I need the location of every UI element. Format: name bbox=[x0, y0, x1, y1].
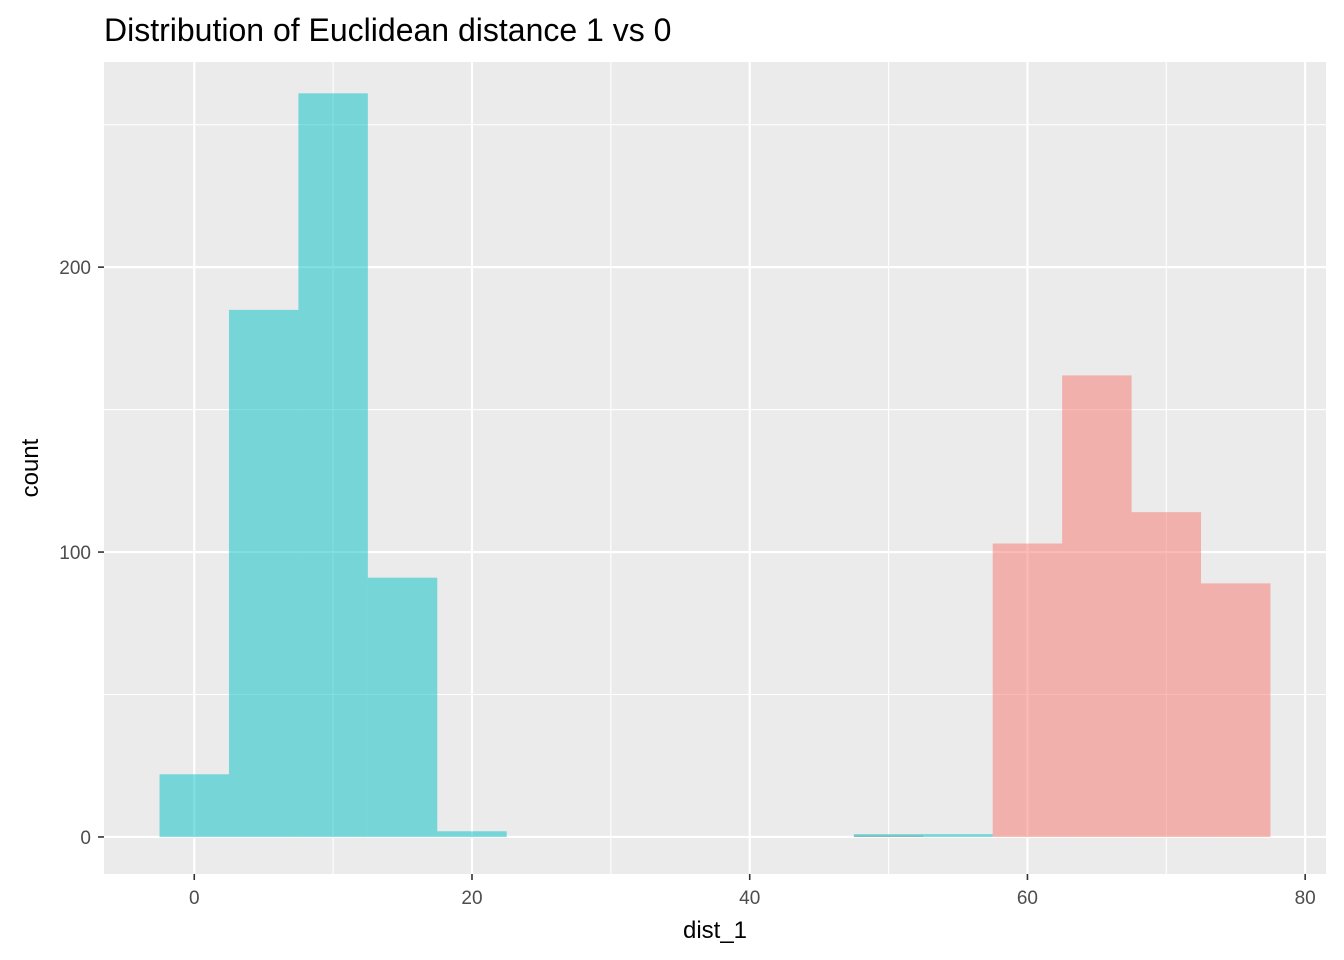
histogram-bar bbox=[1131, 512, 1202, 837]
bars-layer bbox=[159, 93, 1271, 837]
histogram-bar bbox=[367, 577, 438, 837]
axis-ticks bbox=[98, 266, 1306, 880]
histogram-bar bbox=[437, 831, 507, 837]
axis-tick-labels: 0 20 40 60 80 0 100 200 bbox=[59, 258, 1315, 909]
histogram-bar bbox=[298, 93, 368, 837]
y-tick-label: 200 bbox=[59, 258, 91, 279]
histogram-bar bbox=[853, 834, 924, 837]
histogram-bar bbox=[159, 774, 229, 837]
y-tick-label: 0 bbox=[80, 828, 91, 849]
x-tick-label: 60 bbox=[1017, 888, 1038, 909]
x-tick-label: 80 bbox=[1295, 888, 1316, 909]
y-tick-label: 100 bbox=[59, 543, 91, 564]
histogram-bar bbox=[1201, 583, 1271, 837]
y-axis-title: count bbox=[17, 438, 44, 497]
x-axis-title: dist_1 bbox=[683, 917, 747, 944]
histogram-bar bbox=[1062, 375, 1132, 837]
chart-title: Distribution of Euclidean distance 1 vs … bbox=[104, 12, 671, 48]
histogram-bar bbox=[992, 543, 1063, 837]
x-tick-label: 0 bbox=[189, 888, 200, 909]
x-tick-label: 40 bbox=[739, 888, 760, 909]
histogram-bar bbox=[228, 309, 299, 837]
x-tick-label: 20 bbox=[461, 888, 482, 909]
histogram-bar bbox=[923, 834, 993, 837]
